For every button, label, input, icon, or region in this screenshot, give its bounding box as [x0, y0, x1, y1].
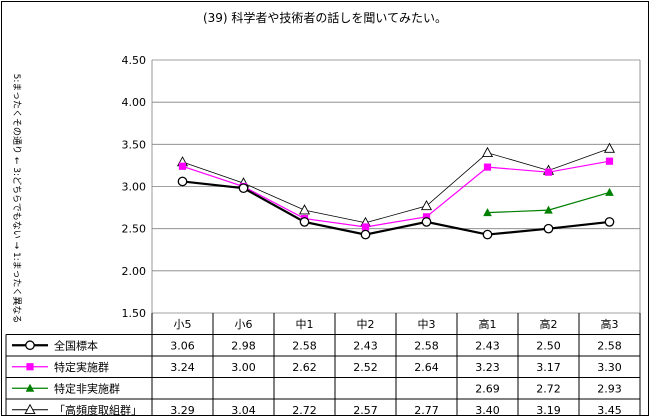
data-label: 2.58	[292, 339, 317, 352]
data-point	[605, 218, 613, 226]
data-label: 3.40	[475, 404, 500, 415]
legend-row: 全国標本 3.06 2.98 2.58 2.43 2.58 2.43 2.50 2.58	[12, 338, 622, 352]
x-tick-label: 中3	[418, 318, 436, 331]
x-tick-label: 高1	[479, 317, 497, 331]
data-point	[361, 230, 369, 238]
data-label: 2.52	[353, 361, 378, 374]
data-label: 2.77	[414, 404, 439, 415]
data-label: 2.43	[353, 339, 378, 352]
legend-label: 特定非実施群	[54, 381, 120, 395]
data-label: 3.24	[170, 361, 195, 374]
data-point	[25, 405, 35, 414]
x-tick-label: 高3	[601, 317, 619, 331]
data-point	[362, 223, 369, 230]
data-label: 3.00	[231, 361, 256, 374]
data-label: 2.64	[414, 361, 439, 374]
data-label: 3.19	[536, 404, 561, 415]
x-tick-label: 中1	[296, 318, 314, 331]
chart-title: (39) 科学者や技術者の話しを聞いてみたい。	[203, 10, 447, 25]
data-label: 2.57	[353, 404, 378, 415]
data-label: 3.23	[475, 361, 500, 374]
data-label: 3.29	[170, 404, 195, 415]
data-table: 小5 小6 中1 中2 中3 高1 高2 高3 全国標本 3.06 2.98 2.58 2.43 2.58…	[6, 313, 640, 415]
data-point	[545, 169, 552, 176]
data-label: 2.58	[414, 339, 439, 352]
x-tick-label: 小6	[235, 318, 253, 331]
data-label: 3.06	[170, 339, 195, 352]
data-label: 3.17	[536, 361, 561, 374]
data-point	[239, 184, 247, 192]
data-label: 3.45	[597, 404, 622, 415]
data-label: 2.50	[536, 339, 561, 352]
data-label: 2.62	[292, 361, 317, 374]
data-point	[606, 158, 613, 165]
y-tick-label: 3.00	[122, 181, 147, 194]
data-point	[300, 205, 310, 214]
data-point	[483, 230, 491, 238]
plot-area: 1.50 2.00 2.50 3.00 3.50 4.00 4.50	[122, 54, 641, 320]
data-point	[178, 177, 186, 185]
data-point	[422, 201, 432, 210]
data-point	[300, 218, 308, 226]
data-point	[179, 163, 186, 170]
x-tick-label: 小5	[174, 318, 192, 331]
data-point	[605, 188, 614, 196]
data-label: 2.69	[475, 382, 500, 395]
legend-label: 全国標本	[54, 338, 98, 352]
legend-row: 特定非実施群 2.69 2.72 2.93	[12, 381, 622, 395]
x-tick-label: 中2	[357, 318, 375, 331]
data-label: 2.72	[536, 382, 561, 395]
data-point	[544, 224, 552, 232]
y-tick-label: 1.50	[122, 307, 147, 320]
data-label: 2.98	[231, 339, 256, 352]
x-tick-label: 高2	[540, 317, 558, 331]
data-label: 2.93	[597, 382, 622, 395]
legend-row: 「高頻度取組群」 3.29 3.04 2.72 2.57 2.77 3.40 3.19 3.45	[12, 403, 622, 415]
y-tick-label: 4.50	[122, 54, 147, 67]
data-label: 3.30	[597, 361, 622, 374]
y-tick-label: 3.50	[122, 138, 147, 151]
data-point	[605, 144, 615, 153]
series-2	[483, 188, 614, 216]
y-axis-label: 5:まったくその通り ← 3:どちらでもない → 1:まったく異なる	[11, 74, 22, 324]
data-point	[422, 218, 430, 226]
data-label: 2.58	[597, 339, 622, 352]
y-tick-label: 2.00	[122, 265, 147, 278]
legend-row: 特定実施群 3.24 3.00 2.62 2.52 2.64 3.23 3.17 3.30	[12, 360, 622, 374]
data-label: 2.43	[475, 339, 500, 352]
y-tick-label: 4.00	[122, 96, 147, 109]
data-label: 2.72	[292, 404, 317, 415]
data-point	[26, 341, 34, 349]
data-point	[484, 164, 491, 171]
legend-label: 特定実施群	[54, 360, 109, 374]
legend-label: 「高頻度取組群」	[54, 403, 142, 415]
data-point	[26, 363, 33, 370]
data-label: 3.04	[231, 404, 256, 415]
y-tick-label: 2.50	[122, 223, 147, 236]
data-point	[483, 148, 493, 157]
